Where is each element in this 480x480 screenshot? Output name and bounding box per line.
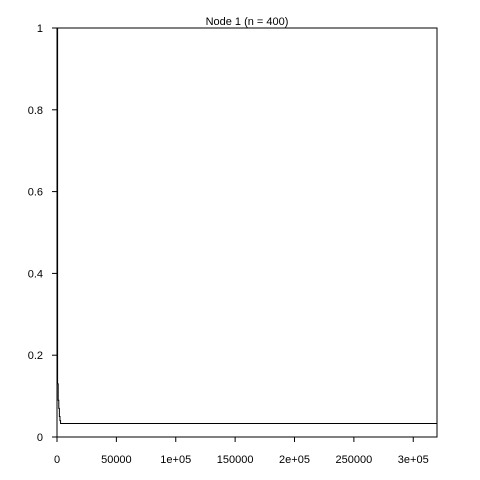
x-tick-label: 50000 (101, 454, 132, 466)
y-tick-label: 0.8 (28, 105, 43, 117)
x-tick-label: 150000 (217, 454, 254, 466)
x-tick-label: 1e+05 (160, 454, 191, 466)
y-axis: 0 0.2 0.4 0.6 0.8 1 (28, 23, 57, 444)
plot-frame (56, 27, 438, 438)
y-tick-label: 1 (37, 23, 43, 35)
y-tick-label: 0.2 (28, 350, 43, 362)
survival-curve-line (57, 27, 437, 425)
series-layer (57, 27, 437, 425)
y-tick-label: 0.4 (28, 268, 43, 280)
x-tick-label: 2e+05 (279, 454, 310, 466)
x-tick-label: 0 (54, 454, 60, 466)
y-tick-label: 0 (37, 432, 43, 444)
x-axis: 0 50000 1e+05 150000 2e+05 250000 3e+05 (54, 437, 429, 466)
x-tick-label: 3e+05 (398, 454, 429, 466)
y-tick-label: 0.6 (28, 187, 43, 199)
x-tick-label: 250000 (336, 454, 373, 466)
chart-title: Node 1 (n = 400) (206, 16, 289, 28)
